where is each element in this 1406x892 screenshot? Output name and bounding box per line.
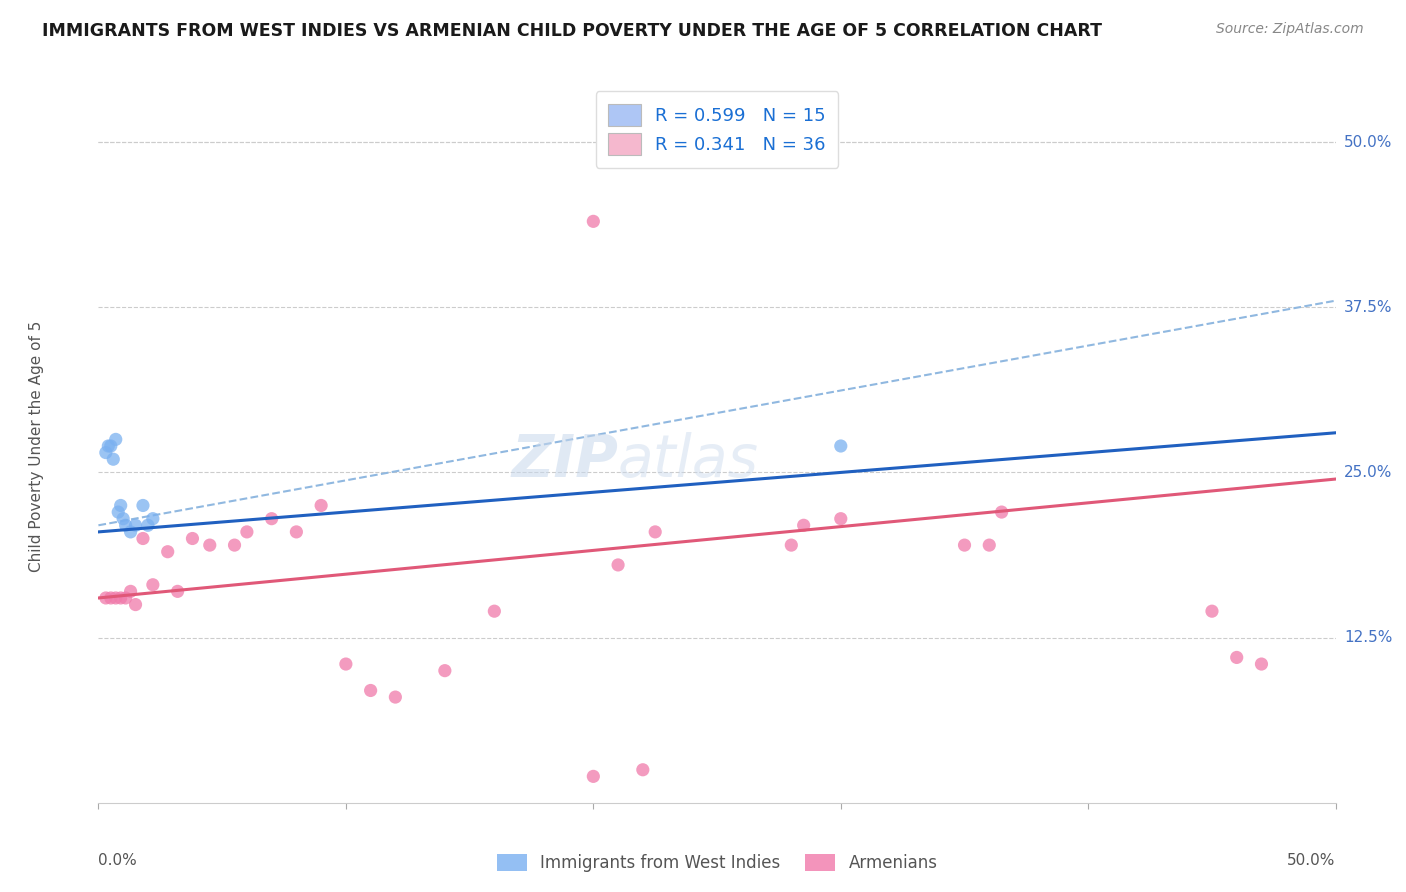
Point	[142, 578, 165, 592]
Point	[136, 518, 159, 533]
Point	[780, 538, 803, 552]
Point	[979, 538, 1001, 552]
Point	[120, 584, 142, 599]
Point	[631, 763, 654, 777]
Point	[142, 511, 165, 525]
Point	[360, 683, 382, 698]
Point	[97, 439, 120, 453]
Point	[124, 598, 146, 612]
Point	[103, 452, 125, 467]
Point	[104, 591, 127, 605]
Point	[224, 538, 246, 552]
Point	[1201, 604, 1223, 618]
Point	[110, 591, 132, 605]
Point	[107, 505, 129, 519]
Point	[132, 532, 155, 546]
Point	[335, 657, 357, 671]
Point	[104, 433, 127, 447]
Point	[114, 591, 136, 605]
Text: Source: ZipAtlas.com: Source: ZipAtlas.com	[1216, 22, 1364, 37]
Point	[953, 538, 976, 552]
Text: 0.0%: 0.0%	[98, 853, 138, 868]
Text: 12.5%: 12.5%	[1344, 630, 1392, 645]
Point	[830, 511, 852, 525]
Point	[793, 518, 815, 533]
Point	[181, 532, 204, 546]
Point	[607, 558, 630, 572]
Point	[198, 538, 221, 552]
Point	[100, 439, 122, 453]
Text: 25.0%: 25.0%	[1344, 465, 1392, 480]
Point	[166, 584, 188, 599]
Point	[94, 591, 117, 605]
Point	[120, 524, 142, 539]
Point	[94, 445, 117, 459]
Legend: Immigrants from West Indies, Armenians: Immigrants from West Indies, Armenians	[488, 846, 946, 880]
Point	[433, 664, 456, 678]
Text: 50.0%: 50.0%	[1344, 135, 1392, 150]
Point	[990, 505, 1012, 519]
Point	[582, 214, 605, 228]
Point	[285, 524, 308, 539]
Point	[582, 769, 605, 783]
Point	[484, 604, 506, 618]
Point	[132, 499, 155, 513]
Point	[1226, 650, 1249, 665]
Point	[260, 511, 283, 525]
Point	[830, 439, 852, 453]
Point	[112, 511, 135, 525]
Text: ZIP: ZIP	[512, 432, 619, 489]
Text: IMMIGRANTS FROM WEST INDIES VS ARMENIAN CHILD POVERTY UNDER THE AGE OF 5 CORRELA: IMMIGRANTS FROM WEST INDIES VS ARMENIAN …	[42, 22, 1102, 40]
Text: Child Poverty Under the Age of 5: Child Poverty Under the Age of 5	[30, 320, 44, 572]
Point	[309, 499, 332, 513]
Text: 50.0%: 50.0%	[1288, 853, 1336, 868]
Point	[100, 591, 122, 605]
Point	[1250, 657, 1272, 671]
Point	[156, 545, 179, 559]
Point	[236, 524, 259, 539]
Point	[114, 518, 136, 533]
Point	[110, 499, 132, 513]
Point	[644, 524, 666, 539]
Text: atlas: atlas	[619, 432, 759, 489]
Point	[124, 518, 146, 533]
Text: 37.5%: 37.5%	[1344, 300, 1392, 315]
Point	[384, 690, 406, 704]
